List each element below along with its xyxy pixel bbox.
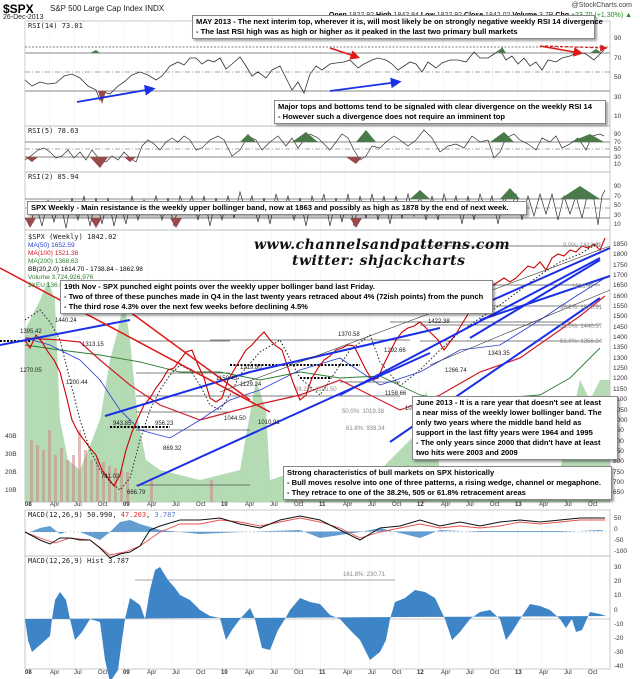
- price-panel-label: $SPX (Weekly) 1842.02: [28, 233, 117, 241]
- symbol: $SPX: [3, 2, 34, 16]
- svg-text:1370.58: 1370.58: [338, 332, 360, 338]
- svg-text:943.85: 943.85: [113, 421, 132, 427]
- volume-axis: 40B 30B 20B 10B: [5, 433, 17, 494]
- svg-text:1158.66: 1158.66: [385, 391, 407, 397]
- svg-text:50.0%: 1019.38: 50.0%: 1019.38: [342, 409, 385, 415]
- note-major-tops: Major tops and bottoms tend to be signal…: [274, 100, 606, 124]
- hist-label: MACD(12,26,9) Hist 3.787: [28, 557, 130, 565]
- svg-text:741.02: 741.02: [101, 474, 120, 480]
- rsi5-axis: 90 70 50 30 10: [614, 132, 621, 168]
- macd-axis: 50 0 -50 -100: [614, 515, 628, 555]
- hist-fib-label: 161.8%: 230.71: [343, 572, 386, 578]
- legend-ma50: MA(50) 1652.59: [28, 242, 75, 249]
- svg-text:666.79: 666.79: [127, 490, 146, 496]
- svg-text:869.32: 869.32: [163, 446, 182, 452]
- x-axis-price: 08 Apr Jul Oct 09 Apr Jul Oct 10 Apr Jul Oct 11 Apr Ju…: [25, 502, 598, 508]
- macd-label: MACD(12,26,9) 50.990, 47.203, 3.787: [28, 511, 176, 519]
- rsi14-axis: 90 70 50 30 10: [614, 35, 622, 120]
- legend-ma100: MA(100) 1521.38: [28, 250, 79, 257]
- chart-date: 26-Dec-2013: [3, 14, 44, 21]
- note-may-2013: MAY 2013 - The next interim top, whereve…: [192, 15, 603, 39]
- macd-hist-value: 3.787: [154, 511, 176, 519]
- legend-xeu: $XEU 136.04: [28, 282, 67, 289]
- watermark-site: www.channelsandpatterns.com: [254, 237, 511, 253]
- rsi2-axis: 90 70 50 30 10: [614, 184, 621, 228]
- index-name: S&P 500 Large Cap Index INDX: [50, 4, 165, 13]
- svg-text:61.8%: 1356.24: 61.8%: 1356.24: [560, 339, 603, 345]
- svg-text:1266.74: 1266.74: [445, 368, 467, 374]
- svg-text:1044.50: 1044.50: [224, 416, 246, 422]
- svg-text:1200.44: 1200.44: [66, 380, 88, 386]
- legend-volume: Volume 3,724,926,976: [28, 274, 94, 281]
- svg-text:1440.24: 1440.24: [55, 318, 77, 324]
- rsi5-label: RSI(5) 78.63: [28, 127, 79, 135]
- svg-text:1270.05: 1270.05: [20, 368, 42, 374]
- watermark-twitter: twitter: shjackcharts: [292, 253, 466, 269]
- svg-text:1010.91: 1010.91: [258, 420, 280, 426]
- legend-bb: BB(20,2.0) 1614.70 - 1738.84 - 1862.98: [28, 266, 143, 273]
- rsi14-label: RSI(14) 73.01: [28, 22, 83, 30]
- svg-text:1150.45: 1150.45: [216, 376, 238, 382]
- svg-text:0.0%: 1813.85: 0.0%: 1813.85: [563, 243, 602, 249]
- svg-text:61.8%: 938.34: 61.8%: 938.34: [346, 426, 385, 432]
- price-axis: 1850 1800 1750 1700 1650 1600 1550 1500 1450 1400…: [613, 241, 628, 497]
- svg-text:38.2%: 1105.50: 38.2%: 1105.50: [295, 387, 337, 393]
- macd-value: 50.990: [87, 511, 113, 519]
- svg-text:1292.66: 1292.66: [384, 348, 406, 354]
- svg-text:1219.80: 1219.80: [240, 365, 262, 371]
- svg-text:1598.97: 1598.97: [572, 284, 594, 290]
- svg-text:1422.38: 1422.38: [428, 319, 450, 325]
- note-weekly-resistance: SPX Weekly - Main resistance is the week…: [27, 201, 527, 215]
- chg-value: +23.70 (+1.30%): [570, 12, 624, 19]
- svg-text:1129.24: 1129.24: [240, 382, 262, 388]
- up-arrow-icon: ▲: [625, 12, 632, 19]
- svg-text:956.23: 956.23: [155, 421, 174, 427]
- macd-prefix: MACD(12,26,9): [28, 511, 83, 519]
- note-june-2013: June 2013 - It is a rare year that doesn…: [412, 396, 618, 460]
- legend-ma200: MA(200) 1368.63: [28, 258, 79, 265]
- hist-axis: 30 20 10 0 -10 -20 -30 -40: [614, 564, 624, 671]
- rsi2-label: RSI(2) 85.94: [28, 173, 79, 181]
- macd-signal: 47.203: [120, 511, 147, 519]
- copyright: @StockCharts.com: [571, 2, 632, 9]
- svg-text:1343.35: 1343.35: [488, 351, 510, 357]
- svg-text:38.2%: 1530.91: 38.2%: 1530.91: [560, 305, 603, 311]
- note-19th-nov: 19th Nov - SPX punched eight points over…: [60, 280, 493, 314]
- x-axis-hist: 08 Apr Jul Oct 09 Apr Jul Oct 10 Apr Jul Oct 11 Apr Ju…: [25, 670, 598, 676]
- price-legend: MA(50) 1652.59 MA(100) 1521.38 MA(200) 1…: [28, 242, 143, 290]
- svg-text:50.0%: 1440.57: 50.0%: 1440.57: [560, 324, 603, 330]
- svg-text:1395.42: 1395.42: [20, 329, 42, 335]
- note-bull-characteristics: Strong characteristics of bull markets o…: [283, 466, 612, 500]
- svg-text:1313.15: 1313.15: [82, 342, 104, 348]
